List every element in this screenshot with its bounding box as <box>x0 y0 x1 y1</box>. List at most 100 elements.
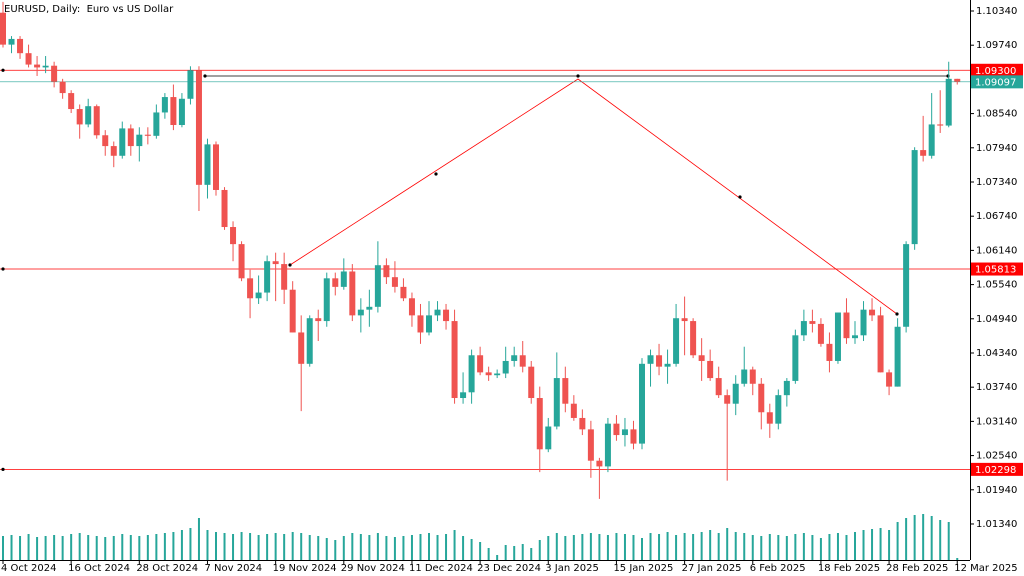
candle-body <box>869 309 876 316</box>
candle-body <box>843 312 850 339</box>
volume-bar <box>734 532 737 560</box>
y-tick-label: 1.06740 <box>976 211 1017 222</box>
candle-body <box>630 429 637 444</box>
volume-bar <box>428 533 430 560</box>
volume-bar <box>10 535 13 560</box>
volume-bar <box>359 534 362 560</box>
volume-bar <box>700 532 703 560</box>
candle-body <box>17 38 24 54</box>
candle-body <box>639 363 645 444</box>
volume-bar <box>572 535 575 560</box>
candle-body <box>877 315 884 373</box>
candle-body <box>255 292 262 299</box>
volume-bar <box>376 533 379 560</box>
x-tick-label: 18 Feb 2025 <box>818 563 880 574</box>
volume-bar <box>496 555 499 560</box>
trend-point <box>576 74 580 78</box>
volume-bar <box>547 536 550 560</box>
candle-body <box>161 97 168 113</box>
volume-bar <box>453 530 456 560</box>
candle-body <box>298 332 305 364</box>
candle-body <box>613 423 620 436</box>
candle-body <box>673 318 680 364</box>
candle-body <box>306 318 313 364</box>
volume-bar <box>325 538 328 560</box>
y-tick-label: 1.01940 <box>976 485 1017 496</box>
candle-body <box>187 70 194 99</box>
volume-bar <box>692 534 695 560</box>
volume-bar <box>95 536 98 560</box>
volume-bar <box>675 535 678 560</box>
volume-bar <box>257 535 260 560</box>
candle-body <box>749 369 756 384</box>
volume-bar <box>249 533 252 560</box>
volume-bar <box>785 536 788 560</box>
candle-body <box>911 150 918 245</box>
volume-bar <box>802 533 805 560</box>
volume-bar <box>939 520 942 560</box>
candle-body <box>741 369 748 384</box>
candle-body <box>545 426 552 450</box>
candle-body <box>195 70 202 185</box>
volume-bar <box>726 528 729 560</box>
volume-bar <box>78 533 81 560</box>
x-tick-label: 19 Nov 2024 <box>273 563 337 574</box>
zigzag-point <box>738 195 742 199</box>
volume-bar <box>61 536 64 560</box>
candle-body <box>349 271 356 316</box>
volume-bar <box>232 534 235 560</box>
candle-body <box>656 355 663 367</box>
candle-body <box>434 309 441 316</box>
candle-body <box>443 309 450 322</box>
candle-body <box>34 64 41 68</box>
volume-bar <box>402 536 405 560</box>
candle-body <box>153 112 160 136</box>
volume-bar <box>504 545 507 560</box>
candle-body <box>170 97 177 125</box>
volume-bar <box>555 533 558 560</box>
candle-body <box>383 265 390 278</box>
candle-body <box>400 286 407 299</box>
volume-bar <box>487 548 490 560</box>
x-tick-label: 23 Dec 2024 <box>477 563 541 574</box>
price-box-label: 1.09300 <box>975 66 1016 77</box>
volume-bar <box>36 537 39 560</box>
candle-body <box>136 134 143 147</box>
candle-body <box>758 383 765 413</box>
price-box <box>971 75 1023 89</box>
volume-bar <box>410 535 413 560</box>
volume-bar <box>930 516 933 560</box>
volume-bar <box>197 518 200 560</box>
candle-body <box>800 321 807 336</box>
y-tick-label: 1.10340 <box>976 6 1017 17</box>
volume-bar <box>419 534 422 560</box>
volume-bar <box>888 530 891 560</box>
candle-body <box>570 403 577 418</box>
volume-bar <box>922 514 925 560</box>
volume-bar <box>445 534 448 560</box>
volume-bar <box>905 518 908 560</box>
volume-bar <box>112 536 115 560</box>
candle-body <box>366 306 373 310</box>
candle-body <box>596 460 603 467</box>
candle-body <box>528 366 535 399</box>
volume-bar <box>530 548 533 560</box>
candle-body <box>775 395 782 424</box>
volume-bar <box>777 535 780 560</box>
volume-bar <box>436 535 439 560</box>
candle-body <box>272 261 279 265</box>
candle-body <box>562 378 569 404</box>
candle-body <box>460 392 467 399</box>
volume-bar <box>351 533 354 560</box>
y-tick-label: 1.04340 <box>976 348 1017 359</box>
volume-bar <box>368 535 371 560</box>
y-tick-label: 1.07940 <box>976 143 1017 154</box>
candle-body <box>426 315 432 333</box>
volume-bar <box>871 529 874 560</box>
volume-bar <box>138 536 141 560</box>
candle-body <box>25 53 32 65</box>
candle-body <box>51 65 58 82</box>
volume-bar <box>317 536 320 560</box>
